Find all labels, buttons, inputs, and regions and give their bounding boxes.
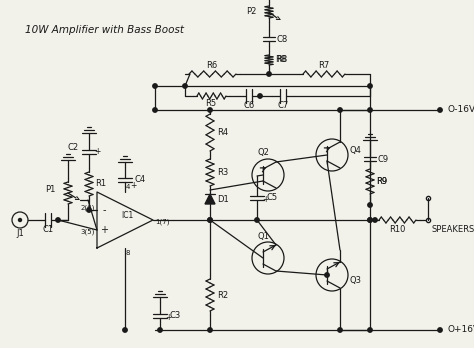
Text: Q3: Q3 <box>350 276 362 285</box>
Text: R9: R9 <box>376 177 387 187</box>
Circle shape <box>368 218 372 222</box>
Circle shape <box>87 208 91 212</box>
Text: +: + <box>100 225 108 235</box>
Text: C7: C7 <box>277 101 289 110</box>
Circle shape <box>18 219 21 221</box>
Circle shape <box>325 273 329 277</box>
Text: R7: R7 <box>319 62 329 71</box>
Text: IC1: IC1 <box>121 211 133 220</box>
Circle shape <box>438 108 442 112</box>
Circle shape <box>368 108 372 112</box>
Text: O-16V: O-16V <box>448 105 474 114</box>
Text: C1: C1 <box>43 224 54 234</box>
Circle shape <box>208 328 212 332</box>
Text: R5: R5 <box>205 100 217 109</box>
Circle shape <box>267 72 271 76</box>
Circle shape <box>373 218 377 222</box>
Text: 3(5): 3(5) <box>81 229 95 235</box>
Text: SPEAKERS: SPEAKERS <box>432 226 474 235</box>
Circle shape <box>208 218 212 222</box>
Circle shape <box>368 203 372 207</box>
Text: R9: R9 <box>376 177 387 186</box>
Circle shape <box>158 328 162 332</box>
Circle shape <box>338 108 342 112</box>
Text: R4: R4 <box>217 128 228 137</box>
Text: O+16V: O+16V <box>448 325 474 334</box>
Text: C6: C6 <box>243 101 255 110</box>
Text: -: - <box>102 205 106 215</box>
Text: 4: 4 <box>126 184 130 190</box>
Circle shape <box>183 84 187 88</box>
Circle shape <box>123 328 127 332</box>
Text: R10: R10 <box>389 224 406 234</box>
Text: R8: R8 <box>276 55 287 64</box>
Text: +: + <box>262 196 268 205</box>
Text: R8: R8 <box>275 55 286 64</box>
Circle shape <box>153 108 157 112</box>
Circle shape <box>338 328 342 332</box>
Text: Q2: Q2 <box>257 149 269 158</box>
Text: D1: D1 <box>217 195 229 204</box>
Text: 2(6): 2(6) <box>81 205 95 211</box>
Circle shape <box>208 218 212 222</box>
Text: C8: C8 <box>277 34 288 44</box>
Circle shape <box>368 328 372 332</box>
Text: R3: R3 <box>217 168 228 177</box>
Circle shape <box>438 328 442 332</box>
Text: +: + <box>94 148 100 157</box>
Text: 8: 8 <box>126 250 130 256</box>
Text: +: + <box>165 314 171 323</box>
Circle shape <box>56 218 60 222</box>
Text: C2: C2 <box>68 143 79 152</box>
Text: 10W Amplifier with Bass Boost: 10W Amplifier with Bass Boost <box>25 25 184 35</box>
Circle shape <box>255 218 259 222</box>
Circle shape <box>368 84 372 88</box>
Circle shape <box>258 94 262 98</box>
Text: J1: J1 <box>16 229 24 238</box>
Text: C5: C5 <box>267 193 278 203</box>
Text: Q4: Q4 <box>350 145 362 155</box>
Circle shape <box>153 84 157 88</box>
Polygon shape <box>205 194 215 204</box>
Circle shape <box>368 218 372 222</box>
Text: R1: R1 <box>95 180 106 189</box>
Circle shape <box>208 108 212 112</box>
Text: R2: R2 <box>217 291 228 300</box>
Text: 1(7): 1(7) <box>155 219 170 225</box>
Text: C3: C3 <box>170 311 181 321</box>
Text: +: + <box>130 182 136 190</box>
Text: R6: R6 <box>206 62 218 71</box>
Text: C4: C4 <box>135 175 146 184</box>
Text: C9: C9 <box>378 155 389 164</box>
Text: P1: P1 <box>46 185 56 195</box>
Text: P2: P2 <box>246 8 257 16</box>
Text: Q1: Q1 <box>257 231 269 240</box>
